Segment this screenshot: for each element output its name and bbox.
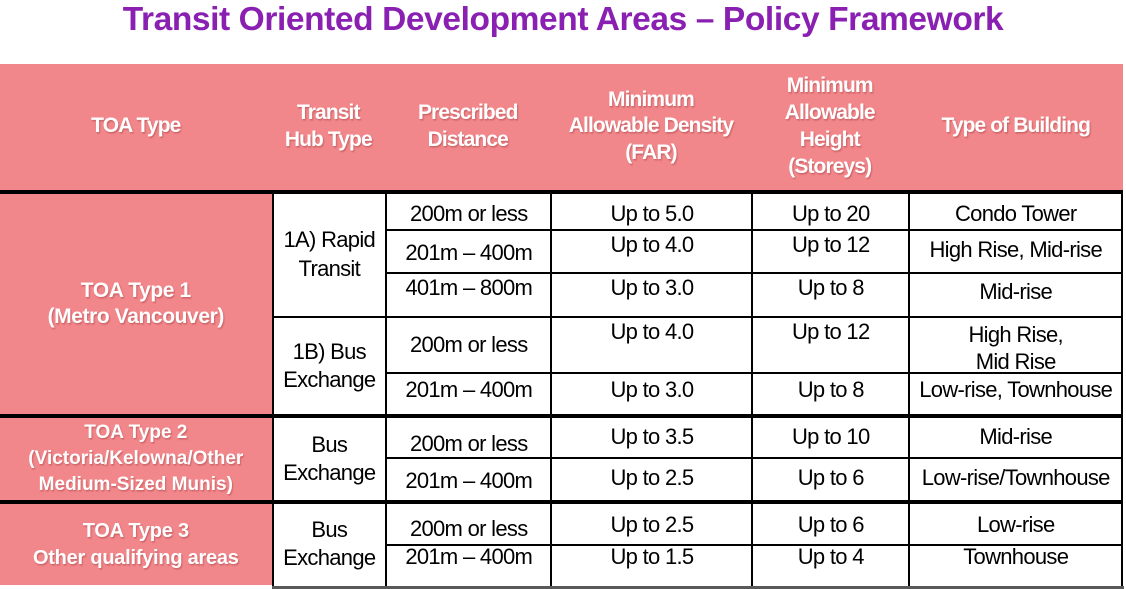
cell-toa-type-1: TOA Type 1 (Metro Vancouver) [0, 189, 272, 414]
cell-hub-1a-rapid-transit: 1A) Rapid Transit [271, 189, 385, 316]
cell-building-r2: High Rise, Mid-rise [907, 229, 1124, 272]
cell-hub-bus-exchange-3: Bus Exchange [271, 500, 385, 589]
cell-building-r1: Condo Tower [907, 189, 1124, 229]
cell-building-r5: Low-rise, Townhouse [907, 372, 1124, 414]
cell-hub-bus-exchange-2: Bus Exchange [271, 414, 385, 500]
header-prescribed-distance: Prescribed Distance [384, 64, 551, 190]
cell-height-r6: Up to 10 [751, 414, 908, 457]
cell-height-r9: Up to 4 [751, 543, 908, 589]
header-min-allowable-density: Minimum Allowable Density (FAR) [550, 64, 752, 190]
cell-toa-type-2: TOA Type 2 (Victoria/Kelowna/Other Mediu… [0, 414, 272, 500]
cell-height-r2: Up to 12 [751, 229, 908, 272]
cell-distance-r6: 200m or less [384, 414, 551, 457]
cell-density-r9: Up to 1.5 [550, 543, 752, 589]
cell-building-r3: Mid-rise [907, 272, 1124, 316]
cell-density-r6: Up to 3.5 [550, 414, 752, 457]
header-toa-type: TOA Type [0, 64, 272, 190]
cell-distance-r5: 201m – 400m [384, 372, 551, 414]
cell-height-r8: Up to 6 [751, 500, 908, 544]
cell-height-r3: Up to 8 [751, 272, 908, 316]
cell-density-r4: Up to 4.0 [550, 316, 752, 372]
cell-building-r6: Mid-rise [907, 414, 1124, 457]
cell-density-r7: Up to 2.5 [550, 457, 752, 500]
cell-toa-type-3: TOA Type 3 Other qualifying areas [0, 500, 272, 586]
cell-building-r9: Townhouse [907, 543, 1124, 589]
cell-distance-r7: 201m – 400m [384, 457, 551, 500]
cell-distance-r8: 200m or less [384, 500, 551, 544]
header-transit-hub-type: Transit Hub Type [271, 64, 385, 190]
header-type-of-building: Type of Building [907, 64, 1124, 190]
table-bottom-border [271, 586, 1124, 589]
cell-density-r5: Up to 3.0 [550, 372, 752, 414]
cell-building-r8: Low-rise [907, 500, 1124, 544]
page-title: Transit Oriented Development Areas – Pol… [122, 1, 1004, 38]
cell-density-r3: Up to 3.0 [550, 272, 752, 316]
cell-density-r2: Up to 4.0 [550, 229, 752, 272]
cell-distance-r4: 200m or less [384, 316, 551, 372]
cell-height-r1: Up to 20 [751, 189, 908, 229]
cell-building-r4: High Rise, Mid Rise [907, 316, 1124, 374]
cell-distance-r9: 201m – 400m [384, 543, 551, 589]
cell-distance-r3: 401m – 800m [384, 272, 551, 316]
cell-height-r4: Up to 12 [751, 316, 908, 372]
cell-distance-r1: 200m or less [384, 189, 551, 229]
cell-distance-r2: 201m – 400m [384, 229, 551, 272]
cell-density-r1: Up to 5.0 [550, 189, 752, 229]
cell-height-r7: Up to 6 [751, 457, 908, 500]
cell-hub-1b-bus-exchange: 1B) Bus Exchange [271, 316, 385, 414]
cell-building-r7: Low-rise/Townhouse [907, 457, 1124, 500]
cell-density-r8: Up to 2.5 [550, 500, 752, 544]
policy-table: TOA Type Transit Hub Type Prescribed Dis… [0, 64, 1124, 589]
cell-height-r5: Up to 8 [751, 372, 908, 414]
header-min-allowable-height: Minimum Allowable Height (Storeys) [751, 64, 908, 190]
